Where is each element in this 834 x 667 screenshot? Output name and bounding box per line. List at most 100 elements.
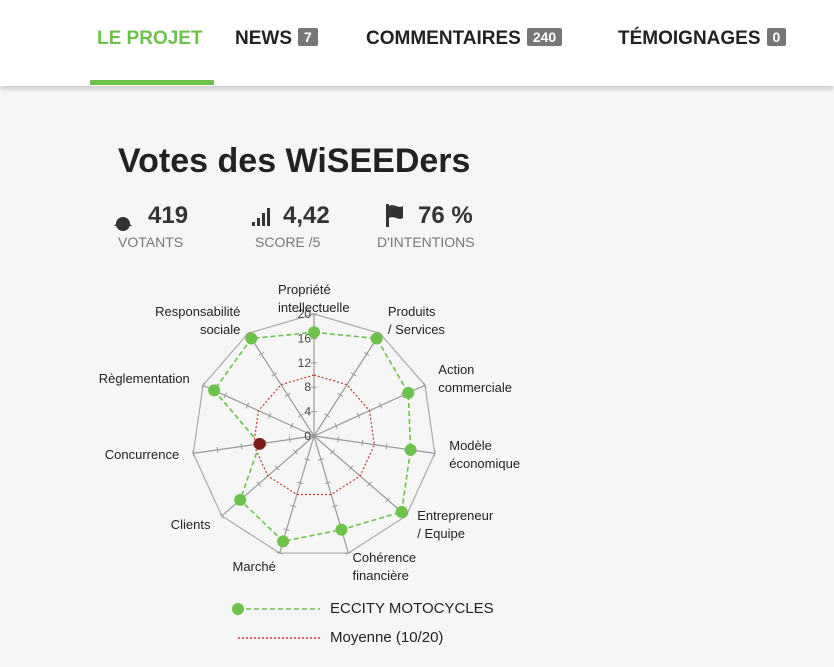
data-point [404,443,417,456]
radar-axis [313,333,381,437]
axis-tick [401,392,405,399]
nav-label: NEWS [235,28,292,49]
axis-tick [256,481,262,487]
axis-tick [297,481,304,485]
axis-tick [267,412,272,419]
badge: 7 [298,28,318,46]
axis-label: Marché [232,559,276,575]
axis-tick [271,372,278,377]
axis-tick [317,458,324,461]
radar-axis [247,333,315,437]
data-point [335,523,348,536]
axis-label: Modèle économique [449,438,521,472]
axis-tick [324,481,331,485]
axis-tick [334,422,338,429]
axis-tick [201,382,205,389]
nav-item[interactable]: TÉMOIGNAGES 0 [618,28,787,50]
axis-tick [274,465,280,471]
axis-tick [245,402,250,409]
axis-tick [304,458,311,461]
legend-marker [232,603,244,615]
axis-tick [363,351,370,356]
score-icon [252,208,270,226]
axis-tick [223,392,227,399]
data-point [308,326,320,339]
badge: 0 [766,28,787,46]
data-point [277,535,290,548]
data-point [402,386,415,399]
axis-tick [219,513,225,519]
data-point [208,384,221,397]
data-point [370,332,383,345]
axis-label: Propriété intellectuelle [278,282,350,316]
axis-label: Entrepreneur / Equipe [417,508,494,542]
legend-label: Moyenne (10/20) [330,629,444,646]
tick-label: 12 [298,356,312,370]
axis-tick [216,446,219,453]
axis-tick [324,413,330,418]
axis-tick [377,331,383,336]
nav-item[interactable]: NEWS 7 [235,28,318,50]
axis-label: Règlementation [98,371,190,387]
axis-label: Cohérence financière [352,550,417,584]
axis-tick [331,504,338,508]
axis-tick [330,449,335,455]
axis-tick [258,351,265,356]
data-point [253,437,266,450]
axis-label: Produits / Services [387,304,445,338]
data-point [395,505,408,518]
axis-tick [356,412,361,419]
badge: 240 [526,28,563,46]
stat-value: 76 % [418,202,473,229]
series-line [213,331,412,543]
stat-label: SCORE /5 [255,234,321,250]
axis-label: Clients [170,517,211,533]
axis-tick [284,392,291,397]
nav-item[interactable]: LE PROJET [97,28,203,50]
radar-axis [279,435,315,554]
axis-tick [293,449,298,455]
axis-tick [264,439,267,446]
active-underline [90,80,214,85]
flag-icon [386,204,403,227]
stat-value: 4,42 [283,202,330,229]
axis-tick [290,504,297,508]
radar-axis [193,435,315,454]
axis-tick [337,392,344,397]
tick-label: 8 [304,380,311,394]
axis-tick [192,450,195,457]
axis-tick [378,402,383,409]
axis-tick [283,528,290,531]
axis-tick [350,372,357,377]
axis-tick [385,443,388,450]
axis-tick [385,497,391,503]
axis-tick [403,513,409,519]
axis-tick [361,439,364,446]
axis-label: Concurrence [104,447,180,463]
axis-tick [366,481,372,487]
axis-tick [290,422,294,429]
axis-tick [245,331,251,336]
nav-item[interactable]: COMMENTAIRES 240 [366,28,563,50]
data-point [234,493,247,506]
axis-tick [298,413,304,418]
radar-outline [192,313,436,554]
axis-label: Responsabilité sociale [155,304,241,338]
nav-label: LE PROJET [97,28,203,49]
nav-label: COMMENTAIRES [366,28,521,49]
stat-value: 419 [148,202,189,229]
axis-tick [348,465,354,471]
tick-label: 0 [304,429,311,443]
axis-tick [433,450,436,457]
axis-tick [345,551,352,555]
axis-tick [240,443,243,450]
axis-tick [288,436,291,443]
axis-tick [423,382,427,389]
tick-label: 16 [298,331,312,345]
axis-label: Action commerciale [438,362,512,396]
tick-label: 20 [298,307,312,321]
radar-axis [313,435,435,454]
nav-bar [0,0,834,86]
series-line [253,374,375,496]
